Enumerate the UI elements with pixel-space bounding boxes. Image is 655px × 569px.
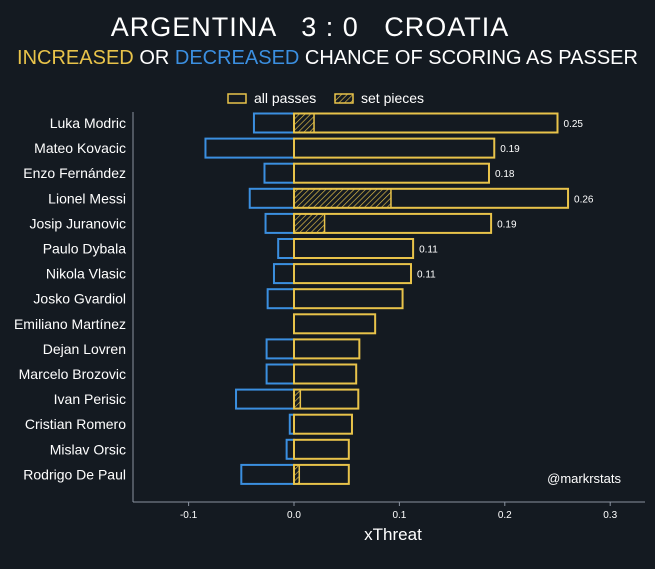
x-axis-label: xThreat xyxy=(364,525,422,544)
bar-positive-marcelo-brozovic xyxy=(293,363,358,385)
x-tick-label-3: 0.2 xyxy=(498,510,512,521)
bar-positive-emiliano-martinez xyxy=(293,313,377,335)
legend-set-pieces-label: set pieces xyxy=(361,90,424,106)
value-label-luka-modric: 0.25 xyxy=(564,119,584,130)
bar-positive-josko-gvardiol xyxy=(293,288,404,310)
bar-positive-lionel-messi xyxy=(293,187,570,209)
title-team-home: ARGENTINA xyxy=(110,12,276,42)
bar-negative-josko-gvardiol xyxy=(266,288,295,310)
bar-negative-josip-juranovic xyxy=(264,212,295,234)
subtitle-rest: CHANCE OF SCORING AS PASSER xyxy=(304,47,638,69)
player-label-marcelo-brozovic: Marcelo Brozovic xyxy=(19,366,126,382)
bar-positive-josip-juranovic xyxy=(293,212,493,234)
player-label-ivan-perisic: Ivan Perisic xyxy=(54,391,126,407)
value-label-enzo-fernandez: 0.18 xyxy=(495,169,515,180)
bar-set-piece-josip-juranovic xyxy=(293,213,326,234)
subtitle-decreased: DECREASED xyxy=(174,47,300,69)
player-label-nikola-vlasic: Nikola Vlasic xyxy=(46,266,126,282)
player-label-mateo-kovacic: Mateo Kovacic xyxy=(34,140,126,156)
bar-negative-nikola-vlasic xyxy=(272,263,295,285)
value-label-lionel-messi: 0.26 xyxy=(574,194,594,205)
title-team-away: CROATIA xyxy=(384,12,510,42)
subtitle-or: OR xyxy=(139,47,170,69)
bar-set-piece-luka-modric xyxy=(293,112,315,134)
bar-negative-lionel-messi xyxy=(248,187,295,209)
bars-group: Luka Modric 0.25 Mateo Kovacic 0.19 Enzo Fer… xyxy=(14,112,594,485)
bar-negative-ivan-perisic xyxy=(235,388,295,410)
bar-negative-mateo-kovacic xyxy=(204,137,296,159)
bar-positive-nikola-vlasic xyxy=(293,263,412,285)
x-ticks-group: -0.1 0.0 0.1 0.2 0.3 xyxy=(180,502,618,521)
value-label-josip-juranovic: 0.19 xyxy=(497,219,517,230)
bar-negative-marcelo-brozovic xyxy=(265,363,296,385)
legend: all passes set pieces xyxy=(227,90,424,106)
x-tick-label-1: 0.0 xyxy=(287,510,301,521)
x-tick-label-2: 0.1 xyxy=(392,510,406,521)
bar-positive-mateo-kovacic xyxy=(293,137,496,159)
bar-negative-dejan-lovren xyxy=(265,338,296,360)
bar-negative-rodrigo-de-paul xyxy=(240,463,296,485)
bar-positive-mislav-orsic xyxy=(293,438,350,460)
player-label-dejan-lovren: Dejan Lovren xyxy=(43,341,126,357)
bar-positive-ivan-perisic xyxy=(293,388,360,410)
x-tick-label-0: -0.1 xyxy=(180,510,198,521)
bar-positive-paulo-dybala xyxy=(293,238,415,259)
player-label-emiliano-martinez: Emiliano Martínez xyxy=(14,316,126,332)
x-tick-label-4: 0.3 xyxy=(603,510,617,521)
bar-negative-luka-modric xyxy=(252,112,295,134)
chart-title: ARGENTINA 3 : 0 CROATIA xyxy=(0,12,620,43)
player-label-enzo-fernandez: Enzo Fernández xyxy=(23,165,126,181)
bar-positive-luka-modric xyxy=(293,112,559,134)
bar-set-piece-lionel-messi xyxy=(293,188,392,209)
bar-positive-rodrigo-de-paul xyxy=(293,463,350,485)
bar-negative-enzo-fernandez xyxy=(263,162,296,184)
value-label-paulo-dybala: 0.11 xyxy=(419,245,438,256)
legend-all-passes-label: all passes xyxy=(254,90,316,106)
player-label-luka-modric: Luka Modric xyxy=(50,115,126,131)
watermark: @markrstats xyxy=(547,471,621,486)
value-label-nikola-vlasic: 0.11 xyxy=(417,270,436,281)
bar-positive-dejan-lovren xyxy=(293,338,361,360)
player-label-josko-gvardiol: Josko Gvardiol xyxy=(33,291,126,307)
bar-negative-mislav-orsic xyxy=(285,438,296,460)
subtitle-increased: INCREASED xyxy=(17,47,134,69)
chart-subtitle: INCREASED OR DECREASED CHANCE OF SCORING… xyxy=(0,47,655,70)
title-score: 3 : 0 xyxy=(301,12,359,42)
player-label-lionel-messi: Lionel Messi xyxy=(48,190,126,206)
player-label-mislav-orsic: Mislav Orsic xyxy=(50,441,126,457)
legend-all-passes-swatch xyxy=(227,93,247,104)
bar-positive-cristian-romero xyxy=(293,413,353,435)
bar-negative-paulo-dybala xyxy=(277,238,296,259)
legend-set-pieces-swatch xyxy=(334,93,354,104)
player-label-rodrigo-de-paul: Rodrigo De Paul xyxy=(23,466,126,482)
player-label-josip-juranovic: Josip Juranovic xyxy=(30,215,127,231)
player-label-paulo-dybala: Paulo Dybala xyxy=(43,241,126,257)
player-label-cristian-romero: Cristian Romero xyxy=(25,416,126,432)
value-label-mateo-kovacic: 0.19 xyxy=(500,144,520,155)
bar-positive-enzo-fernandez xyxy=(293,162,490,184)
